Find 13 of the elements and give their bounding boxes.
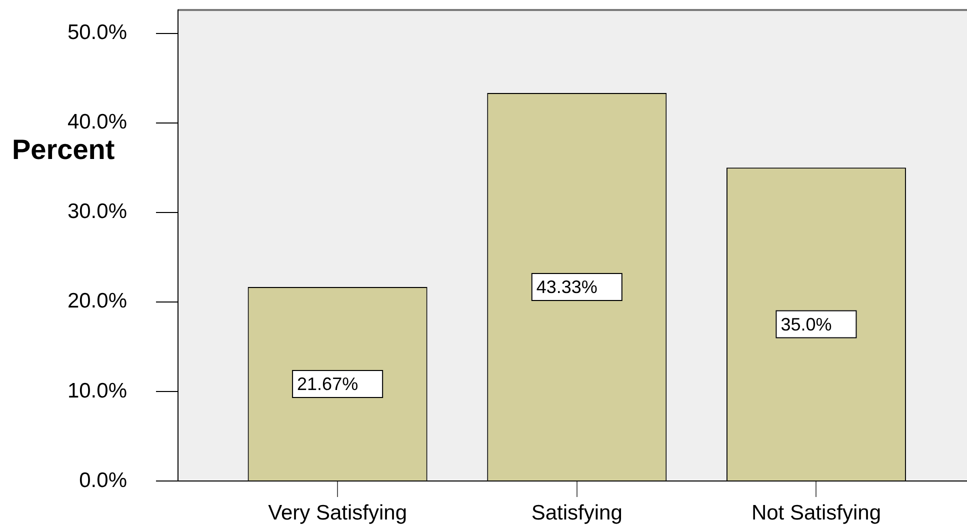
data-label: 43.33% bbox=[536, 276, 598, 297]
y-tick-label: 40.0% bbox=[67, 110, 127, 134]
y-tick-label: 10.0% bbox=[67, 379, 127, 402]
y-tick-label: 50.0% bbox=[67, 21, 127, 44]
data-label: 21.67% bbox=[297, 374, 358, 394]
x-tick-label: Not Satisfying bbox=[751, 501, 881, 524]
y-axis-title: Percent bbox=[12, 134, 115, 166]
x-tick-label: Satisfying bbox=[531, 501, 622, 524]
y-tick-label: 20.0% bbox=[67, 290, 127, 313]
x-tick-label: Very Satisfying bbox=[268, 501, 408, 524]
data-label: 35.0% bbox=[780, 314, 832, 334]
y-tick-label: 30.0% bbox=[67, 200, 127, 224]
y-tick-label: 0.0% bbox=[79, 468, 127, 492]
